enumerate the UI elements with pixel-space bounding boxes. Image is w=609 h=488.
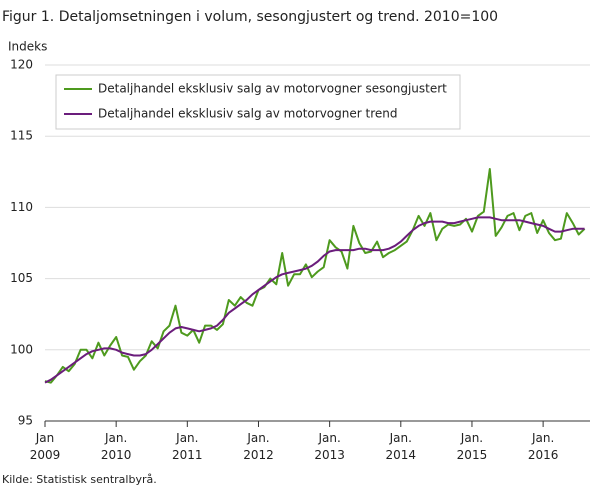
x-tick-label: Jan. 2010 [101,431,132,462]
legend-label: Detaljhandel eksklusiv salg av motorvogn… [98,82,447,96]
y-tick-label: 120 [10,58,33,72]
x-tick-label: Jan. 2012 [243,431,274,462]
x-tick-label: Jan. 2015 [457,431,488,462]
y-tick-label: 110 [10,200,33,214]
series-line [44,168,586,384]
y-tick-label: 105 [10,271,33,285]
legend-box [55,74,461,130]
x-tick-label: Jan. 2014 [386,431,417,462]
source: Kilde: Statistisk sentralbyrå. [2,473,157,486]
y-tick-label: 100 [10,342,33,356]
x-tick-label: Jan 2009 [30,431,61,462]
legend-label: Detaljhandel eksklusiv salg av motorvogn… [98,107,397,121]
chart-title: Figur 1. Detaljomsetningen i volum, seso… [2,9,498,25]
y-tick-label: 95 [18,414,33,428]
series-line [44,216,585,384]
y-tick-label: 115 [10,129,33,143]
x-tick-label: Jan. 2011 [172,431,203,462]
x-tick-label: Jan. 2013 [314,431,345,462]
x-tick-label: Jan. 2016 [528,431,559,462]
y-axis-label: Indeks [8,40,47,54]
